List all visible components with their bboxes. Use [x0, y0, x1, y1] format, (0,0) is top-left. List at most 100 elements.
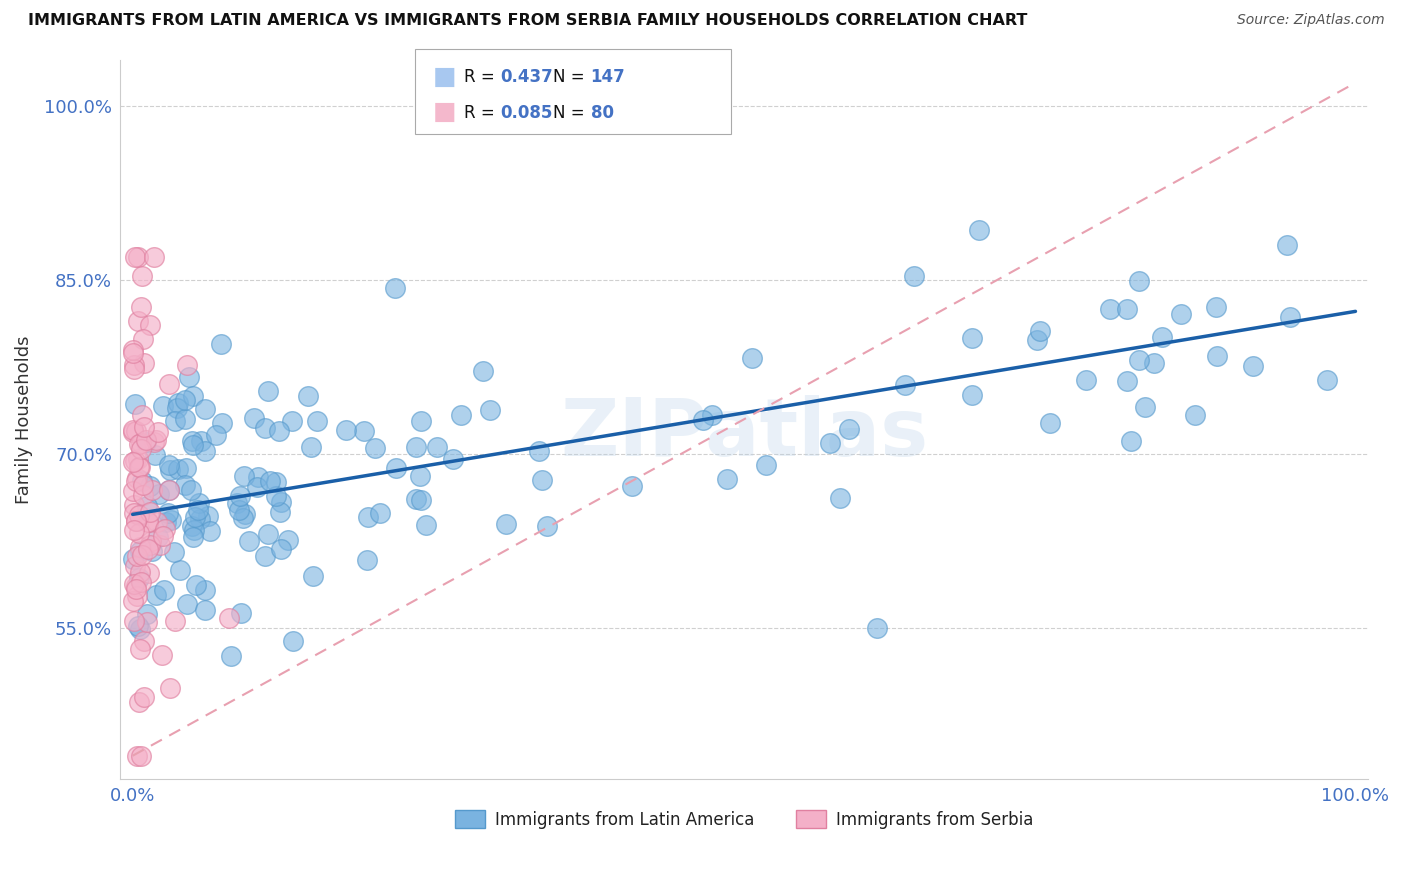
Point	[194, 603, 217, 617]
Point	[136, 615, 159, 629]
Point	[1170, 307, 1192, 321]
Point	[1128, 352, 1150, 367]
Point	[219, 648, 242, 663]
Point	[132, 633, 155, 648]
Point	[155, 516, 177, 530]
Point	[441, 452, 464, 467]
Point	[194, 401, 217, 416]
Point	[828, 491, 851, 505]
Point	[160, 513, 183, 527]
Point	[125, 514, 148, 528]
Point	[495, 516, 517, 531]
Text: 0.437: 0.437	[501, 69, 554, 87]
Point	[176, 358, 198, 372]
Point	[281, 414, 304, 428]
Point	[967, 223, 990, 237]
Point	[197, 509, 219, 524]
Point	[125, 748, 148, 763]
Point	[150, 648, 173, 662]
Point	[894, 377, 917, 392]
Point	[229, 606, 252, 620]
Point	[157, 483, 180, 497]
Point	[124, 578, 146, 592]
Point	[122, 455, 145, 469]
Point	[129, 435, 152, 450]
Point	[153, 583, 176, 598]
Point	[128, 460, 150, 475]
Point	[1316, 374, 1339, 388]
Point	[136, 541, 159, 556]
Point	[165, 414, 187, 428]
Point	[218, 611, 240, 625]
Point	[471, 364, 494, 378]
Point	[960, 387, 983, 401]
Point	[277, 533, 299, 548]
Point	[124, 523, 146, 537]
Point	[131, 475, 153, 489]
Point	[122, 506, 145, 520]
Point	[124, 358, 146, 372]
Point	[866, 621, 889, 635]
Point	[129, 574, 152, 589]
Point	[229, 489, 252, 503]
Text: N =: N =	[553, 69, 589, 87]
Point	[132, 690, 155, 705]
Point	[1184, 408, 1206, 422]
Point	[1028, 324, 1050, 338]
Point	[153, 522, 176, 536]
Point	[181, 530, 204, 544]
Point	[124, 558, 146, 573]
Point	[1133, 400, 1156, 414]
Point	[264, 489, 287, 503]
Point	[527, 443, 550, 458]
Point	[122, 483, 145, 498]
Point	[253, 549, 276, 564]
Point	[135, 607, 157, 621]
Text: ■: ■	[433, 100, 457, 124]
Point	[132, 356, 155, 370]
Point	[122, 423, 145, 437]
Point	[357, 509, 380, 524]
Point	[136, 515, 159, 529]
Point	[184, 509, 207, 524]
Point	[167, 462, 190, 476]
Point	[136, 499, 159, 513]
Point	[1039, 416, 1062, 430]
Point	[146, 515, 169, 529]
Point	[167, 396, 190, 410]
Text: 0.085: 0.085	[501, 104, 553, 122]
Point	[129, 642, 152, 657]
Point	[755, 458, 778, 473]
Point	[264, 475, 287, 489]
Point	[142, 434, 165, 449]
Point	[363, 441, 385, 455]
Point	[246, 480, 269, 494]
Point	[1241, 359, 1264, 374]
Point	[134, 420, 156, 434]
Point	[209, 337, 232, 351]
Point	[157, 483, 180, 498]
Point	[181, 438, 204, 452]
Point	[159, 462, 181, 476]
Point	[163, 545, 186, 559]
Point	[129, 544, 152, 558]
Point	[148, 487, 170, 501]
Point	[267, 424, 290, 438]
Point	[128, 508, 150, 523]
Text: ■: ■	[433, 64, 457, 88]
Point	[700, 408, 723, 422]
Point	[281, 633, 304, 648]
Point	[143, 250, 166, 264]
Point	[127, 471, 149, 485]
Point	[1026, 333, 1049, 347]
Point	[122, 577, 145, 591]
Point	[180, 434, 202, 448]
Point	[233, 508, 256, 522]
Point	[141, 543, 163, 558]
Point	[190, 512, 212, 526]
Text: R =: R =	[464, 104, 501, 122]
Point	[122, 343, 145, 357]
Point	[127, 314, 149, 328]
Point	[1128, 274, 1150, 288]
Point	[621, 479, 644, 493]
